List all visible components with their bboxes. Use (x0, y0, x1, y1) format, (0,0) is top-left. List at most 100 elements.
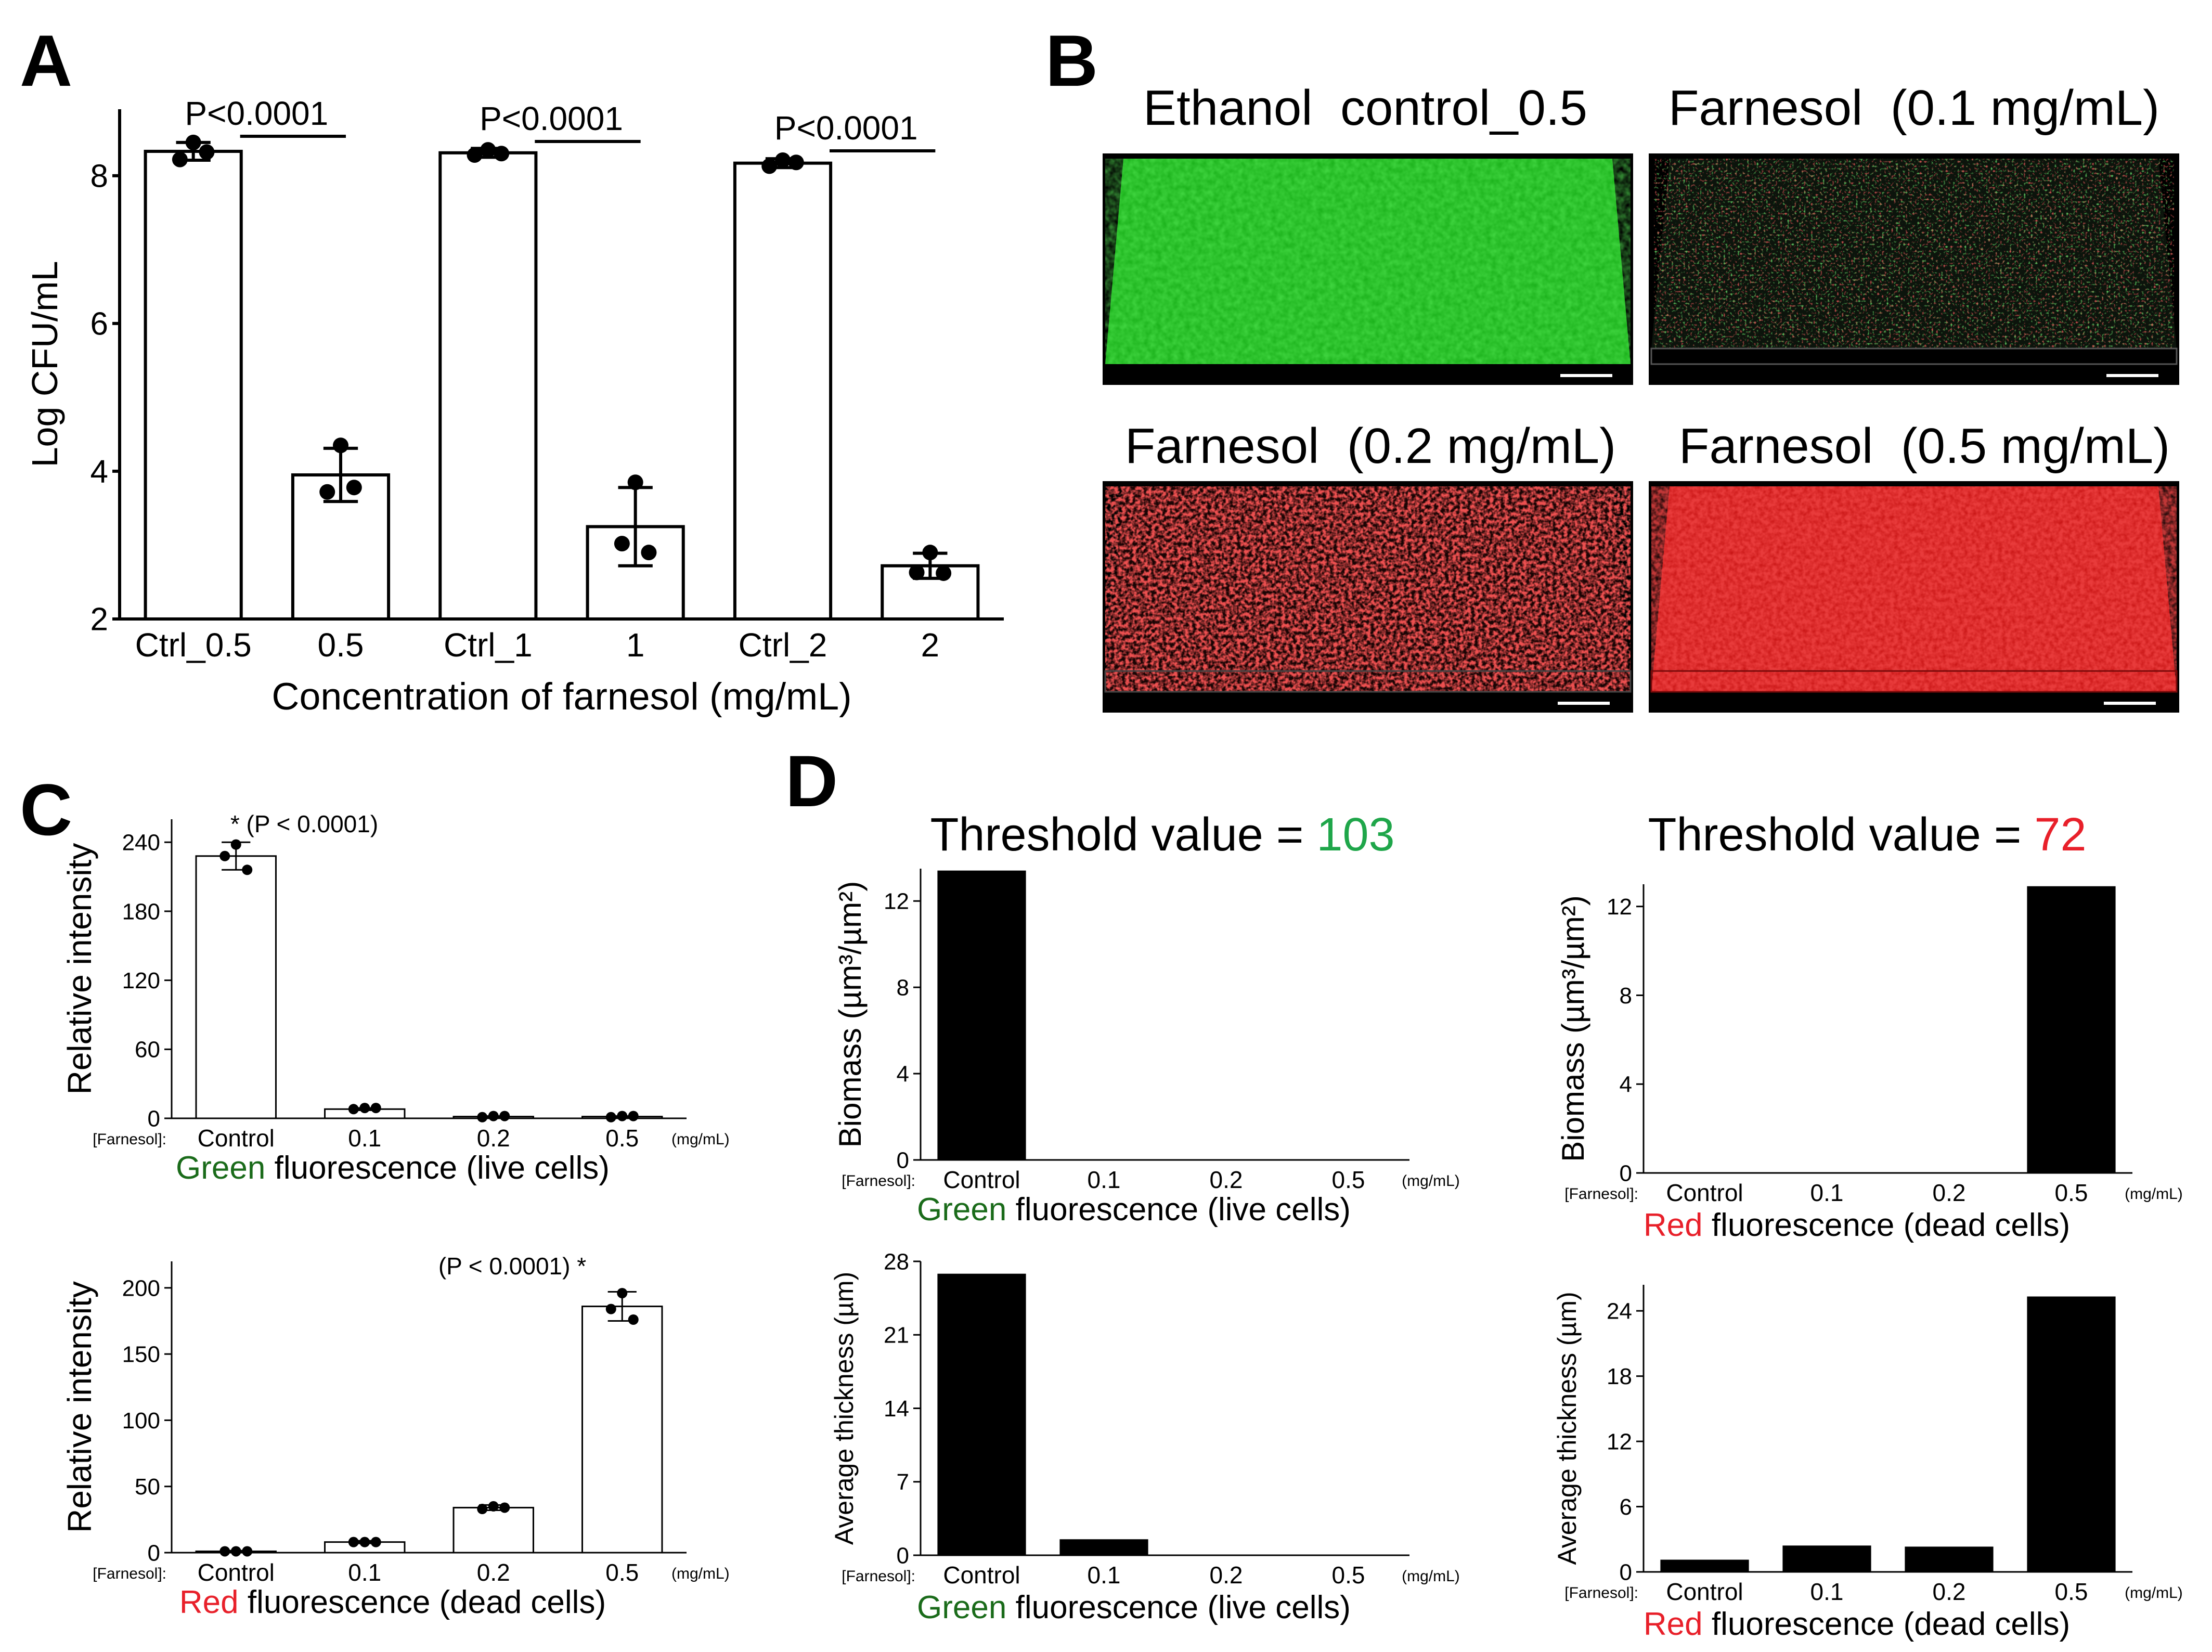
x-tick-label-0: Control (943, 1561, 1020, 1589)
x-tick-label-2: 0.2 (477, 1559, 510, 1586)
data-point (219, 850, 230, 861)
x-tick-label-3: 0.5 (1332, 1561, 1365, 1589)
threshold-value: 72 (2034, 809, 2086, 861)
data-point (617, 1111, 628, 1121)
y-tick-label-1: 4 (1620, 1072, 1632, 1098)
y-tick-label-2: 120 (122, 968, 160, 993)
y-tick-label-2: 8 (897, 975, 909, 1001)
data-point (370, 1103, 381, 1114)
x-tick-label-4: Ctrl_2 (739, 626, 827, 664)
caption-rest: fluorescence (dead cells) (1703, 1606, 2070, 1642)
data-point (628, 1111, 639, 1121)
x-tick-label-2: 0.2 (1210, 1166, 1243, 1193)
bar-0.1 (1059, 1539, 1148, 1556)
bar-0.1 (1782, 1545, 1871, 1572)
data-point (370, 1537, 381, 1547)
chart-a-log-cfu: 2 4 6 8 Ctrl_0.5 0.5 Ctrl_1 1 Ctrl_2 2 Log CFU/mL C… (24, 95, 1004, 718)
y-tick-label-3: 12 (1607, 894, 1632, 920)
data-point (230, 1546, 241, 1557)
farnesol-prefix: [Farnesol]: (93, 1565, 166, 1582)
data-point (219, 1546, 230, 1557)
fluorescence-caption: Red fluorescence (dead cells) (179, 1584, 606, 1620)
data-point (359, 1103, 370, 1114)
y-axis-label: Log CFU/mL (24, 261, 65, 468)
x-tick-label-2: 0.2 (1210, 1561, 1243, 1589)
y-tick-label-2: 14 (884, 1396, 909, 1422)
y-tick-label-4: 24 (1607, 1299, 1632, 1324)
x-tick-label-3: 0.5 (605, 1559, 639, 1586)
x-tick-label-3: 0.5 (1332, 1166, 1365, 1193)
panel-label-d: D (785, 740, 838, 822)
x-tick-label-1: 0.1 (1088, 1166, 1121, 1193)
bar-0.2 (1905, 1546, 1994, 1572)
data-point (348, 1537, 359, 1547)
caption-rest: fluorescence (live cells) (1006, 1590, 1351, 1625)
x-tick-label-1: 0.1 (1810, 1179, 1844, 1206)
p-value-label: P<0.0001 (185, 95, 328, 132)
x-tick-label-1: 0.1 (348, 1125, 381, 1152)
x-axis-label: Concentration of farnesol (mg/mL) (271, 675, 851, 718)
y-tick-label-1: 4 (897, 1061, 909, 1087)
unit-label: (mg/mL) (2125, 1584, 2183, 1602)
x-tick-label-3: 1 (626, 626, 645, 664)
y-axis-label: Average thickness (µm) (830, 1272, 859, 1545)
data-point (242, 864, 253, 875)
y-tick-label-3: 18 (1607, 1364, 1632, 1389)
caption-color-word: Red (1644, 1207, 1703, 1243)
y-tick-label-0: 0 (897, 1147, 909, 1173)
chart-c-red-intensity: 0 50 100 150 200 Control 0.1 0.2 0.5 [Farnesol]: (… (61, 1253, 730, 1620)
y-tick-label-0: 0 (1620, 1559, 1632, 1585)
unit-label: (mg/mL) (2125, 1185, 2183, 1203)
data-point (346, 480, 362, 496)
x-tick-label-2: Ctrl_1 (444, 626, 533, 664)
fluorescence-caption: Red fluorescence (dead cells) (1644, 1207, 2070, 1243)
y-tick-label-2: 6 (90, 306, 108, 342)
data-point (319, 484, 335, 500)
y-axis-label: Relative intensity (61, 1281, 98, 1533)
bar-Control (937, 1273, 1026, 1556)
y-tick-label-2: 100 (122, 1408, 160, 1434)
farnesol-prefix: [Farnesol]: (1564, 1185, 1638, 1203)
threshold-title: Threshold value = 103 (930, 809, 1394, 861)
data-point (199, 144, 215, 160)
bar-0.5 (2027, 1296, 2116, 1572)
unit-label: (mg/mL) (671, 1131, 730, 1148)
bar-Ctrl_0.5 (144, 149, 243, 621)
caption-rest: fluorescence (live cells) (1006, 1192, 1351, 1228)
x-tick-label-5: 2 (921, 626, 940, 664)
x-tick-label-3: 0.5 (2055, 1179, 2088, 1206)
panel-b-images: Ethanol control_0.5 Farnesol (0.1 mg/mL)… (1103, 80, 2179, 713)
data-point (230, 839, 241, 850)
data-point (467, 147, 483, 163)
bar-0.5 (581, 1306, 663, 1554)
data-point (614, 536, 630, 552)
y-tick-label-0: 0 (148, 1540, 160, 1566)
bar-Control (1660, 1559, 1749, 1572)
caption-color-word: Green (917, 1192, 1006, 1228)
x-tick-label-1: 0.1 (348, 1559, 381, 1586)
y-axis-label: Biomass (µm³/µm²) (833, 881, 868, 1147)
chart-d-green-thickness: 0 7 14 21 28 Control 0.1 0.2 0.5 [Farnesol]: (mg/m… (830, 1249, 1460, 1625)
unit-label: (mg/mL) (1402, 1172, 1460, 1190)
image-title-farnesol-0.5: Farnesol (0.5 mg/mL) (1679, 418, 2170, 474)
data-point (499, 1111, 510, 1121)
data-point (617, 1288, 628, 1299)
farnesol-prefix: [Farnesol]: (93, 1131, 166, 1148)
panel-label-b: B (1045, 20, 1098, 101)
data-point (499, 1502, 510, 1513)
unit-label: (mg/mL) (671, 1565, 730, 1582)
fluorescence-caption: Green fluorescence (live cells) (917, 1192, 1351, 1228)
data-point (922, 545, 938, 561)
image-title-farnesol-0.1: Farnesol (0.1 mg/mL) (1668, 80, 2159, 136)
chart-d-red-thickness: 0 6 12 18 24 Control 0.1 0.2 0.5 [Farnesol]: (mg/m… (1553, 1285, 2183, 1642)
threshold-prefix: Threshold value = (1648, 809, 2034, 861)
y-tick-label-1: 50 (135, 1474, 160, 1500)
y-tick-label-3: 8 (90, 159, 108, 195)
data-point (488, 1111, 499, 1121)
microscopy-image-farnesol-0.1 (1649, 153, 2179, 385)
data-point (788, 154, 804, 171)
data-point (477, 1112, 488, 1122)
x-tick-label-1: 0.1 (1810, 1578, 1844, 1605)
bar-Control (937, 870, 1026, 1160)
